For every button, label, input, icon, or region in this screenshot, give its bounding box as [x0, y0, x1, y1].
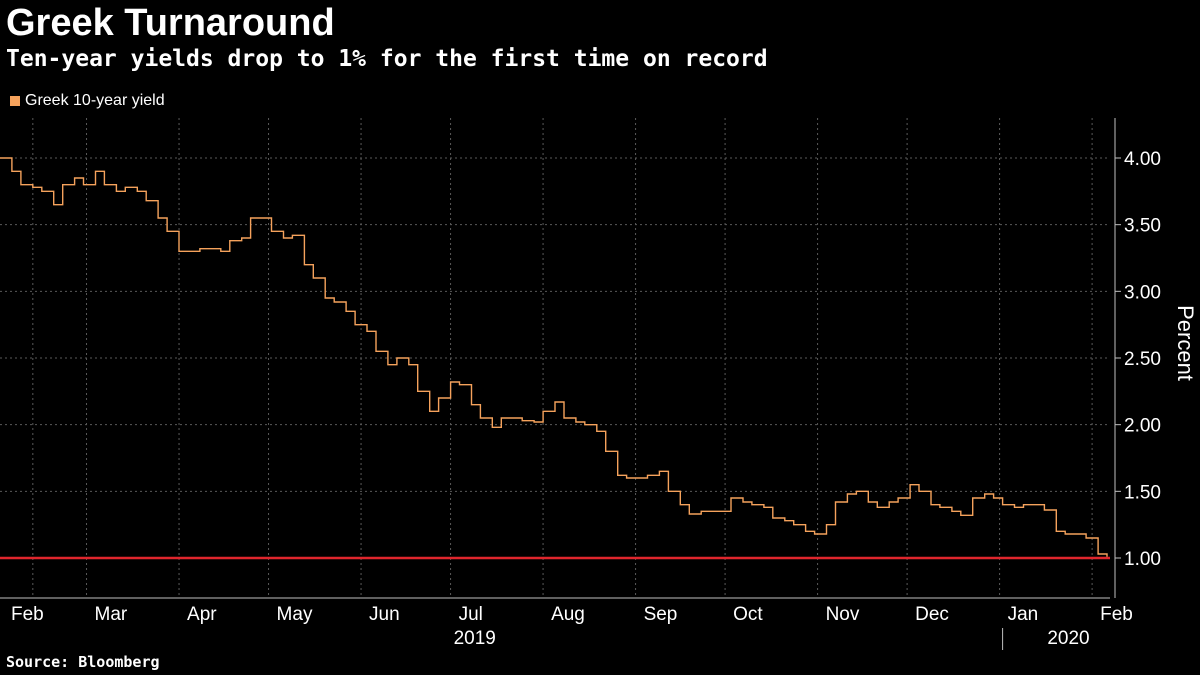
- y-axis-title: Percent: [1173, 305, 1198, 381]
- x-month-label-8: Oct: [733, 604, 763, 625]
- y-tick-label-0: 4.00: [1124, 149, 1161, 170]
- grid: [0, 118, 1110, 598]
- x-month-label-3: May: [277, 604, 313, 625]
- x-year-label-1: 2020: [1047, 628, 1089, 649]
- x-month-label-10: Dec: [915, 604, 949, 625]
- legend-label: Greek 10-year yield: [25, 92, 165, 109]
- chart-subtitle: Ten-year yields drop to 1% for the first…: [6, 46, 768, 72]
- y-tick-label-2: 3.00: [1124, 282, 1161, 303]
- axis-labels: 4.00 3.50 3.00 2.50 2.00 1.50 1.00 Feb Mar Apr May…: [11, 149, 1198, 649]
- x-month-label-6: Aug: [551, 604, 585, 625]
- x-month-label-5: Jul: [459, 604, 483, 625]
- x-month-label-2: Apr: [187, 604, 217, 625]
- x-month-label-4: Jun: [369, 604, 400, 625]
- x-month-label-9: Nov: [826, 604, 860, 625]
- source-note: Source: Bloomberg: [6, 653, 160, 671]
- x-month-label-0: Feb: [11, 604, 44, 625]
- y-tick-label-4: 2.00: [1124, 416, 1161, 437]
- x-month-label-12: Feb: [1100, 604, 1133, 625]
- x-month-label-1: Mar: [95, 604, 128, 625]
- series-group: [0, 157, 1108, 557]
- y-tick-label-3: 2.50: [1124, 349, 1161, 370]
- chart-title: Greek Turnaround: [6, 2, 335, 44]
- x-month-label-7: Sep: [644, 604, 678, 625]
- legend-swatch: [10, 96, 20, 106]
- legend: Greek 10-year yield: [10, 92, 165, 110]
- y-tick-label-5: 1.50: [1124, 482, 1161, 503]
- series-line-0: [0, 157, 1108, 557]
- axes: [0, 118, 1121, 650]
- x-month-label-11: Jan: [1008, 604, 1039, 625]
- y-tick-label-6: 1.00: [1124, 549, 1161, 570]
- y-tick-label-1: 3.50: [1124, 216, 1161, 237]
- x-year-label-0: 2019: [454, 628, 496, 649]
